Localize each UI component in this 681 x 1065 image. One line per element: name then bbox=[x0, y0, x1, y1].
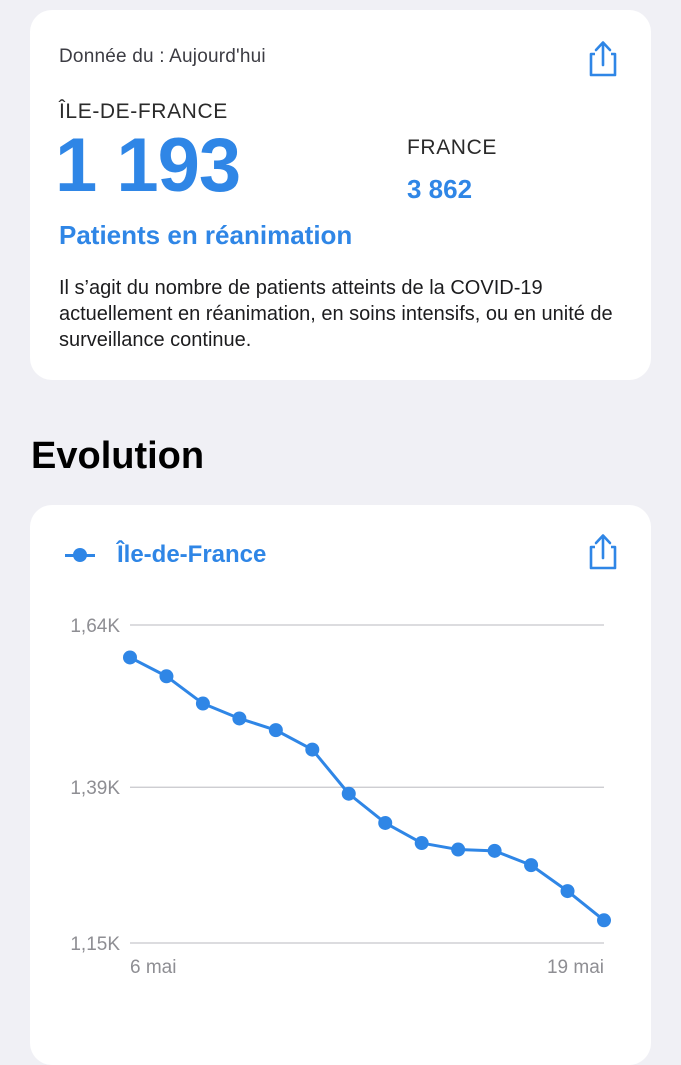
data-point bbox=[341, 786, 356, 801]
data-point bbox=[232, 711, 247, 726]
metric-label: Patients en réanimation bbox=[59, 220, 353, 250]
data-point bbox=[195, 696, 210, 711]
legend-marker-icon bbox=[65, 548, 95, 562]
share-icon[interactable] bbox=[586, 531, 620, 571]
section-title: Evolution bbox=[31, 435, 205, 477]
line-chart: 1,64K 1,39K 1,15K 6 mai 19 mai bbox=[70, 616, 611, 978]
data-point bbox=[159, 669, 174, 684]
data-point bbox=[378, 815, 393, 830]
region-value: 1 193 bbox=[55, 123, 241, 208]
summary-card: Donnée du : Aujourd'hui ÎLE-DE-FRANCE 1 … bbox=[30, 10, 651, 380]
chart-card: Île-de-France 1,64K 1,39K 1,15K 6 mai 19 mai bbox=[30, 505, 651, 1065]
y-tick-label: 1,39K bbox=[70, 778, 120, 799]
x-tick-label: 19 mai bbox=[547, 957, 604, 978]
region-name: ÎLE-DE-FRANCE bbox=[59, 100, 228, 123]
data-point bbox=[451, 842, 466, 857]
x-tick-label: 6 mai bbox=[130, 957, 176, 978]
share-icon[interactable] bbox=[586, 38, 620, 78]
data-point bbox=[560, 884, 575, 899]
data-point bbox=[487, 843, 502, 858]
country-value: 3 862 bbox=[407, 174, 473, 204]
data-point bbox=[123, 650, 137, 665]
chart-legend[interactable]: Île-de-France bbox=[65, 541, 266, 569]
y-tick-label: 1,64K bbox=[70, 616, 120, 637]
data-point bbox=[414, 836, 429, 851]
data-point bbox=[524, 858, 539, 873]
data-point bbox=[597, 913, 611, 928]
y-tick-label: 1,15K bbox=[70, 934, 120, 955]
data-point bbox=[268, 723, 283, 738]
legend-label: Île-de-France bbox=[117, 541, 267, 568]
date-label: Donnée du : Aujourd'hui bbox=[59, 46, 266, 67]
country-name: FRANCE bbox=[407, 136, 497, 159]
data-point bbox=[305, 742, 320, 757]
description: Il s’agit du nombre de patients atteints… bbox=[59, 277, 613, 351]
